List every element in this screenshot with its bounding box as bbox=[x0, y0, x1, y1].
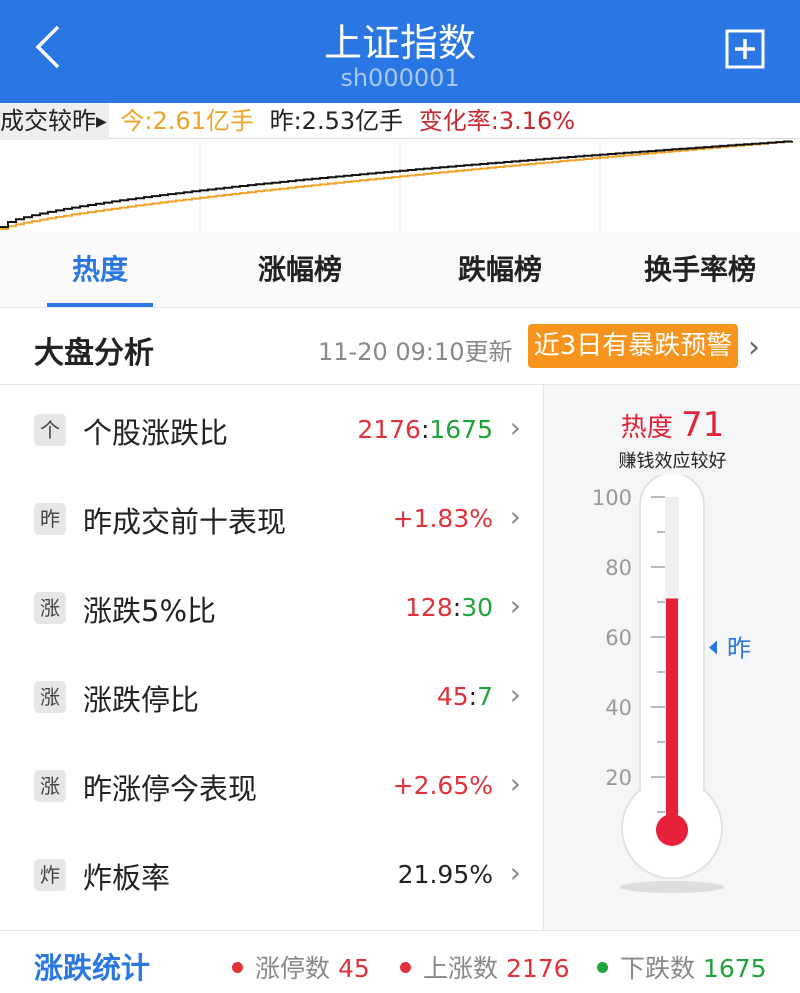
row-label: 昨成交前十表现 bbox=[83, 505, 287, 539]
page-title: 上证指数 bbox=[323, 21, 476, 65]
list-item-up-down-ratio[interactable]: 个 个股涨跌比 2176:1675 › bbox=[0, 385, 543, 474]
stat-label: 上涨数 bbox=[423, 954, 499, 983]
volume-today: 今:2.61亿手 bbox=[120, 107, 254, 135]
volume-compare-label[interactable]: 成交较昨▶ bbox=[0, 103, 109, 140]
row-value: 2176:1675 bbox=[357, 415, 493, 444]
row-badge: 涨 bbox=[34, 770, 66, 802]
down-count: 30 bbox=[461, 593, 493, 622]
chevron-right-icon: › bbox=[509, 411, 521, 444]
yesterday-volume-line bbox=[0, 140, 793, 228]
scale-label: 80 bbox=[605, 556, 632, 580]
footer-title[interactable]: 涨跌统计 bbox=[34, 951, 151, 985]
stock-code: sh000001 bbox=[340, 64, 460, 92]
row-value: 45:7 bbox=[437, 682, 493, 711]
heat-label: 热度 bbox=[620, 413, 673, 443]
chevron-right-icon: › bbox=[509, 856, 521, 889]
list-item-limit-ratio[interactable]: 涨 涨跌停比 45:7 › bbox=[0, 652, 543, 741]
row-label: 个股涨跌比 bbox=[83, 416, 229, 450]
tab-heat[interactable]: 热度 bbox=[0, 232, 200, 307]
analysis-list: 个 个股涨跌比 2176:1675 › 昨 昨成交前十表现 +1.83% › 涨… bbox=[0, 385, 543, 930]
green-dot-icon bbox=[597, 961, 608, 973]
heat-score: 热度 71 bbox=[544, 405, 800, 445]
crash-warning-badge[interactable]: 近3日有暴跌预警 bbox=[528, 324, 738, 368]
heat-description: 赚钱效应较好 bbox=[618, 451, 727, 472]
market-analysis-header: 大盘分析 11-20 09:10更新 近3日有暴跌预警 › bbox=[0, 308, 800, 385]
caret-right-icon: ▶ bbox=[96, 114, 107, 130]
ratio-sep: : bbox=[452, 593, 462, 622]
stats-footer: 涨跌统计 涨停数 45 上涨数 2176 下跌数 1675 bbox=[0, 930, 800, 993]
stat-rising: 上涨数 2176 bbox=[400, 949, 570, 985]
header-bar: 上证指数 sh000001 bbox=[0, 0, 800, 103]
down-count: 7 bbox=[477, 682, 493, 711]
chevron-right-icon: › bbox=[509, 589, 521, 622]
yesterday-label: 昨 bbox=[727, 635, 751, 663]
chevron-right-icon: › bbox=[509, 678, 521, 711]
heat-value: 71 bbox=[681, 405, 725, 445]
section-title: 大盘分析 bbox=[34, 336, 154, 371]
chevron-right-icon: › bbox=[509, 767, 521, 800]
row-label: 炸板率 bbox=[83, 861, 171, 895]
row-label: 昨涨停今表现 bbox=[83, 772, 258, 806]
row-badge: 涨 bbox=[34, 592, 66, 624]
ratio-sep: : bbox=[468, 682, 478, 711]
stat-label: 下跌数 bbox=[620, 954, 696, 983]
scale-label: 40 bbox=[605, 696, 632, 720]
tab-bar: 热度 涨幅榜 跌幅榜 换手率榜 bbox=[0, 232, 800, 308]
row-badge: 炸 bbox=[34, 859, 66, 891]
red-dot-icon bbox=[232, 961, 243, 973]
down-count: 1675 bbox=[429, 415, 493, 444]
heat-thermometer: 100 80 60 40 20 昨 bbox=[592, 475, 751, 893]
stat-value: 2176 bbox=[505, 954, 570, 983]
scale-label: 60 bbox=[605, 626, 632, 650]
heat-panel: 热度 71 赚钱效应较好 100 80 60 40 20 昨 bbox=[543, 385, 800, 930]
row-value: +2.65% bbox=[392, 771, 493, 800]
back-chevron-icon[interactable] bbox=[30, 22, 70, 72]
chevron-right-icon[interactable]: › bbox=[748, 330, 760, 365]
ratio-sep: : bbox=[420, 415, 430, 444]
row-value: 128:30 bbox=[405, 593, 493, 622]
stat-limit-up: 涨停数 45 bbox=[232, 949, 370, 985]
row-value: +1.83% bbox=[392, 504, 493, 533]
scale-label: 100 bbox=[592, 486, 632, 510]
volume-label-text: 成交较昨 bbox=[0, 107, 96, 135]
update-time: 11-20 09:10更新 bbox=[318, 338, 513, 366]
up-count: 45 bbox=[436, 682, 469, 711]
tab-gainers[interactable]: 涨幅榜 bbox=[257, 253, 342, 286]
today-volume-line bbox=[0, 140, 793, 230]
volume-compare-bar: 成交较昨▶ 今:2.61亿手 昨:2.53亿手 变化率:3.16% bbox=[0, 103, 800, 140]
chevron-right-icon: › bbox=[509, 500, 521, 533]
list-item-limit-up-today[interactable]: 涨 昨涨停今表现 +2.65% › bbox=[0, 741, 543, 830]
row-badge: 涨 bbox=[34, 681, 66, 713]
stat-value: 45 bbox=[337, 954, 370, 983]
volume-yesterday: 昨:2.53亿手 bbox=[269, 107, 404, 135]
row-value: 21.95% bbox=[397, 860, 493, 889]
heat-level-fill bbox=[666, 598, 678, 830]
up-count: 2176 bbox=[357, 415, 421, 444]
row-badge: 昨 bbox=[34, 503, 66, 535]
add-watchlist-icon[interactable] bbox=[724, 28, 766, 70]
red-dot-icon bbox=[400, 961, 411, 973]
row-label: 涨跌5%比 bbox=[83, 594, 217, 628]
row-label: 涨跌停比 bbox=[83, 683, 200, 717]
volume-change-rate: 变化率:3.16% bbox=[418, 107, 576, 135]
up-count: 128 bbox=[405, 593, 453, 622]
list-item-broken-board-rate[interactable]: 炸 炸板率 21.95% › bbox=[0, 830, 543, 919]
thermometer-bulb bbox=[656, 814, 688, 846]
volume-compare-chart bbox=[0, 139, 793, 232]
tab-losers[interactable]: 跌幅榜 bbox=[457, 253, 542, 286]
tab-turnover[interactable]: 换手率榜 bbox=[643, 253, 756, 286]
list-item-5pct-ratio[interactable]: 涨 涨跌5%比 128:30 › bbox=[0, 563, 543, 652]
row-badge: 个 bbox=[34, 414, 66, 446]
stat-value: 1675 bbox=[702, 954, 767, 983]
stat-falling: 下跌数 1675 bbox=[597, 949, 767, 985]
yesterday-marker-icon bbox=[709, 640, 717, 655]
stat-label: 涨停数 bbox=[255, 954, 331, 983]
scale-label: 20 bbox=[605, 766, 632, 790]
list-item-top10-performance[interactable]: 昨 昨成交前十表现 +1.83% › bbox=[0, 474, 543, 563]
